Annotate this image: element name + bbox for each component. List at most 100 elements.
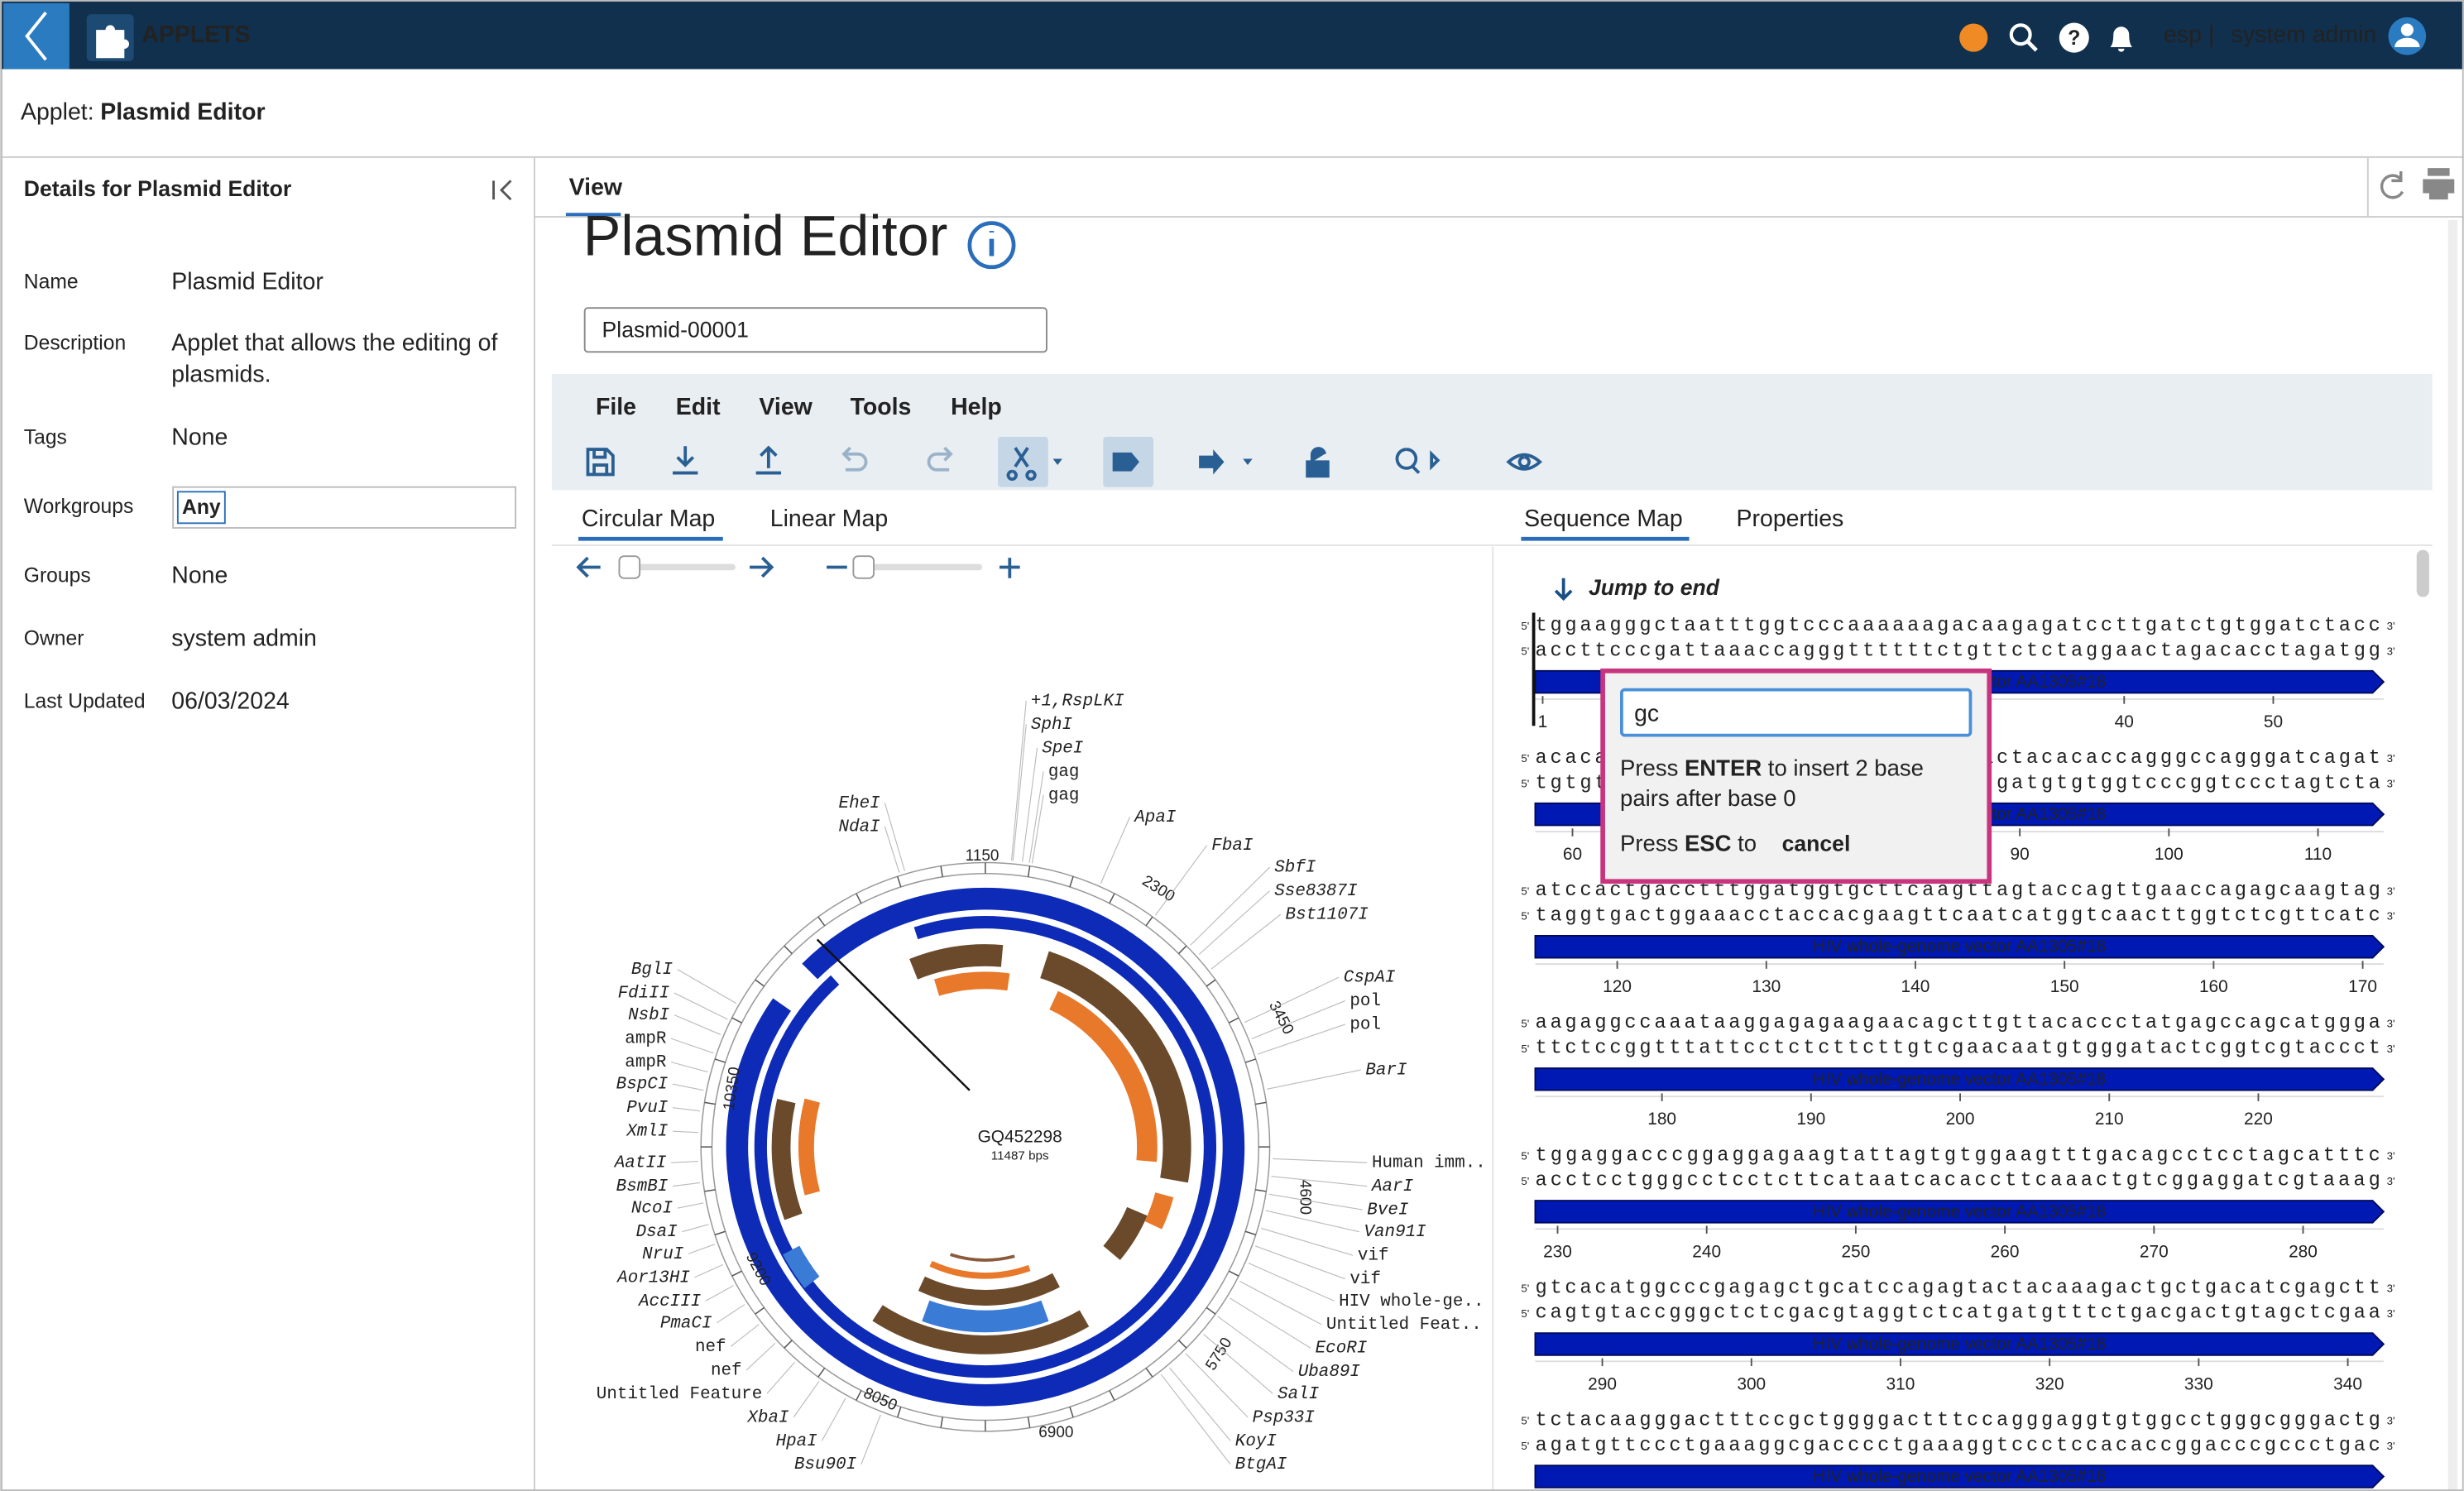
collapse-icon[interactable] [492,180,512,201]
enzyme-label[interactable]: BveI [1367,1201,1409,1220]
zoom-in[interactable] [999,558,1020,578]
enzyme-label[interactable]: FbaI [1211,837,1254,856]
field-value[interactable]: Any [182,496,221,519]
undo-icon[interactable] [841,446,868,472]
insert-input[interactable] [1620,688,1973,737]
enzyme-label[interactable]: BglI [631,961,674,980]
search-icon[interactable] [2009,23,2032,46]
enzyme-label[interactable]: PvuI [626,1099,669,1118]
field-value: None [171,562,228,588]
enzyme-label[interactable]: FdiII [618,985,670,1004]
enzyme-label[interactable]: PmaCI [660,1314,712,1333]
feature-label[interactable]: Untitled Feat.. [1326,1316,1482,1335]
feature-bar[interactable] [1534,935,2385,959]
enzyme-label[interactable]: SphI [1031,716,1073,735]
feature-bar[interactable] [1534,1465,2385,1489]
enzyme-label[interactable]: Bst1107I [1286,906,1369,925]
feature-label[interactable]: gag [1048,786,1080,805]
sequence-tab[interactable]: Properties [1737,506,1844,532]
back-icon[interactable] [25,12,47,61]
feature-label[interactable]: Human imm.. [1372,1154,1486,1173]
jump-to-end[interactable]: Jump to end [1589,575,1720,600]
feature-label[interactable]: pol [1349,1016,1381,1035]
zoom-thumb[interactable] [852,555,875,579]
menu-item[interactable]: Edit [676,394,721,420]
enzyme-label[interactable]: HpaI [776,1432,818,1451]
map-tab[interactable]: Circular Map [582,506,715,532]
lock-icon[interactable] [1306,447,1330,478]
feature-label[interactable]: nef [695,1338,726,1357]
rotate-thumb[interactable] [618,555,641,579]
feature-label[interactable]: gag [1048,763,1080,782]
enzyme-label[interactable]: BsmBI [616,1177,669,1196]
ring-tick [1145,916,1153,927]
enzyme-label[interactable]: NcoI [631,1200,674,1219]
enzyme-label[interactable]: AccIII [637,1292,702,1311]
feature-label[interactable]: ampR [625,1030,666,1049]
enzyme-label[interactable]: Sse8387I [1274,882,1358,901]
upload-icon[interactable] [755,445,782,475]
enzyme-label[interactable]: NdaI [839,817,881,837]
enzyme-label[interactable]: NsbI [628,1006,670,1025]
enzyme-label[interactable]: +1,RspLKI [1031,692,1124,711]
redo-icon[interactable] [927,446,953,472]
menu-item[interactable]: File [596,394,636,420]
rotate-right[interactable] [750,556,774,578]
enzyme-label[interactable]: Van91I [1364,1223,1427,1242]
enzyme-label[interactable]: SalI [1278,1385,1320,1404]
ring-tick [1069,876,1074,888]
eye-icon[interactable] [1506,453,1543,471]
enzyme-label[interactable]: ApaI [1133,808,1177,827]
download-icon[interactable] [673,446,698,475]
view-tab[interactable]: View [569,174,623,200]
enzyme-label[interactable]: DsaI [636,1223,678,1242]
feature-bar[interactable] [1534,1332,2385,1356]
find-icon[interactable] [1395,448,1441,474]
enzyme-label[interactable]: CspAI [1344,969,1396,988]
menu-item[interactable]: Help [951,394,1002,420]
cancel-link[interactable]: cancel [1782,832,1851,856]
bell-icon[interactable] [2110,26,2133,52]
feature-label[interactable]: vif [1358,1247,1389,1266]
tag-icon[interactable] [1112,452,1139,472]
map-tab[interactable]: Linear Map [770,506,888,532]
enzyme-label[interactable]: SbfI [1274,859,1316,878]
feature-label[interactable]: HIV whole-ge.. [1339,1292,1484,1311]
enzyme-label[interactable]: XbaI [746,1408,789,1427]
enzyme-label[interactable]: Psp33I [1253,1408,1316,1427]
rotate-left[interactable] [576,556,601,578]
enzyme-label[interactable]: BspCI [616,1076,669,1095]
language[interactable]: esp | [2164,22,2214,48]
feature-label[interactable]: Untitled Feature [597,1385,762,1404]
enzyme-label[interactable]: BtgAI [1235,1455,1287,1474]
feature-label[interactable]: pol [1349,992,1381,1011]
enzyme-label[interactable]: NruI [642,1245,684,1264]
enzyme-label[interactable]: KoyI [1235,1432,1278,1451]
feature-label[interactable]: nef [711,1361,742,1380]
sequence-tab[interactable]: Sequence Map [1524,506,1683,532]
enzyme-label[interactable]: Uba89I [1298,1363,1361,1382]
user-name[interactable]: system admin [2232,22,2377,48]
enzyme-label[interactable]: BarI [1365,1062,1407,1081]
enzyme-label[interactable]: Aor13HI [616,1268,690,1287]
enzyme-label[interactable]: EcoRI [1316,1340,1368,1359]
enzyme-label[interactable]: AatII [613,1154,667,1173]
cut-icon[interactable] [1006,447,1037,481]
enzyme-label[interactable]: Bsu90I [794,1455,857,1474]
strand-end: 5' [1521,1017,1529,1029]
feature-bar[interactable] [1534,1200,2385,1224]
help-icon[interactable] [2059,22,2089,53]
enzyme-label[interactable]: AarI [1370,1177,1414,1196]
info-icon[interactable] [967,221,1016,270]
feature-label[interactable]: ampR [625,1053,666,1072]
save-icon[interactable] [586,448,615,477]
menu-item[interactable]: View [759,394,813,420]
feature-bar[interactable] [1534,1067,2385,1091]
refresh-icon[interactable] [2380,170,2404,199]
enzyme-label[interactable]: EheI [839,794,881,813]
feature-label[interactable]: vif [1349,1270,1381,1289]
enzyme-label[interactable]: XmlI [626,1123,669,1142]
menu-item[interactable]: Tools [851,394,912,420]
print-icon[interactable] [2423,168,2455,200]
enzyme-label[interactable]: SpeI [1042,739,1084,758]
